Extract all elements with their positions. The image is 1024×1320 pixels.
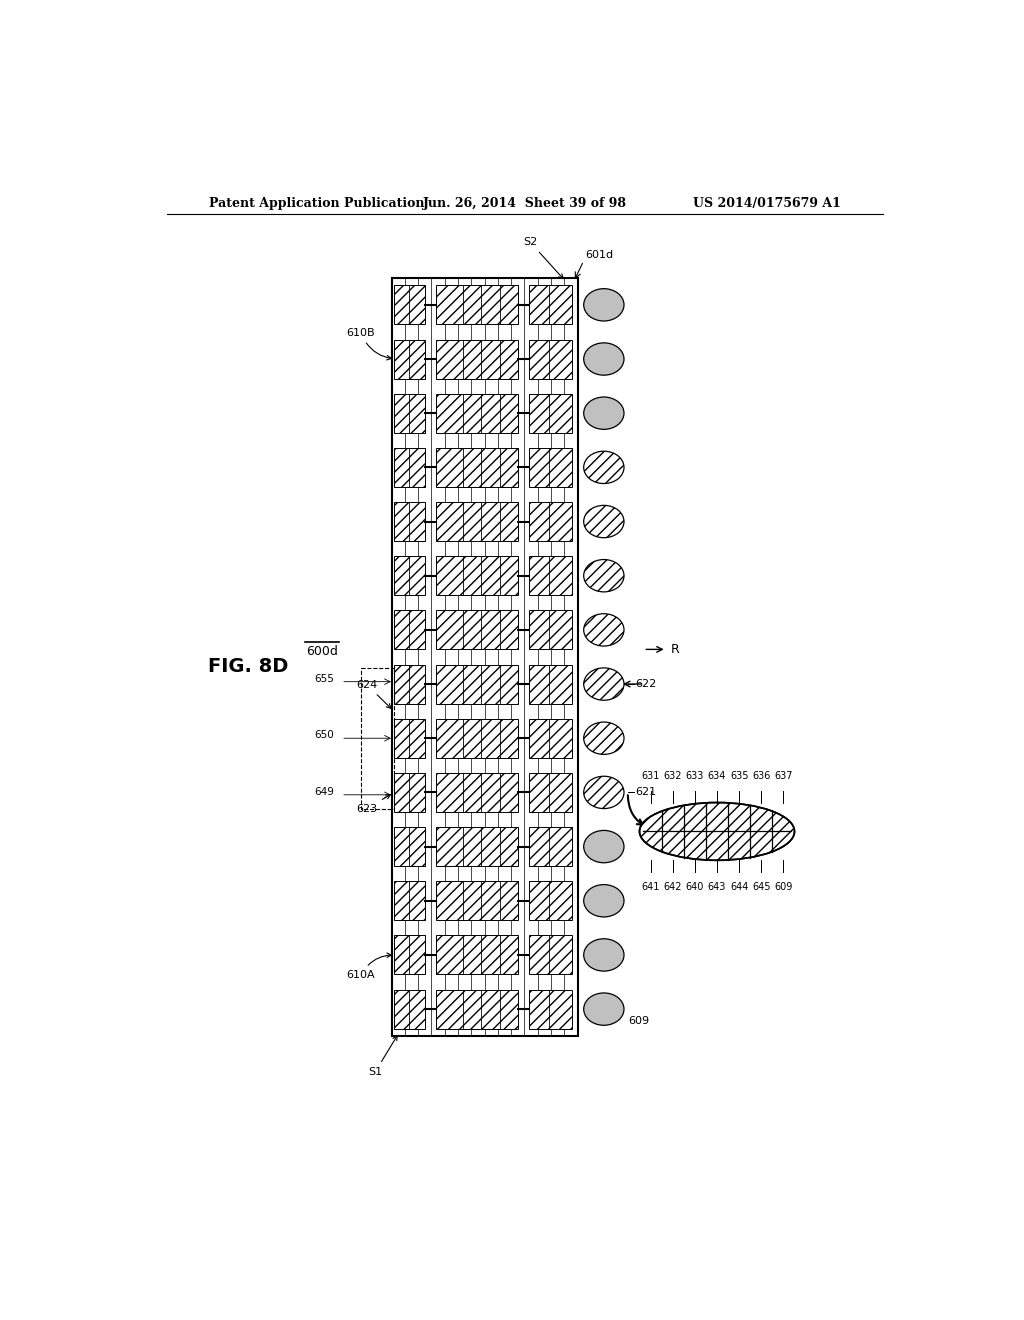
Bar: [436, 393, 518, 433]
Bar: [529, 556, 572, 595]
Text: 609: 609: [628, 1015, 649, 1026]
Bar: [360, 668, 394, 809]
Ellipse shape: [584, 397, 624, 429]
Text: 649: 649: [314, 787, 334, 797]
Bar: [394, 718, 425, 758]
Text: 623: 623: [356, 795, 390, 813]
Bar: [436, 990, 518, 1028]
Bar: [394, 502, 425, 541]
Ellipse shape: [584, 722, 624, 755]
Ellipse shape: [584, 506, 624, 537]
Text: 643: 643: [708, 882, 726, 892]
Bar: [436, 718, 518, 758]
Text: 644: 644: [730, 882, 749, 892]
Text: 641: 641: [641, 882, 659, 892]
Bar: [529, 502, 572, 541]
Bar: [529, 339, 572, 379]
Ellipse shape: [584, 884, 624, 917]
Text: 632: 632: [664, 771, 682, 781]
Text: 600d: 600d: [306, 644, 338, 657]
Bar: [394, 774, 425, 812]
Text: 622: 622: [636, 678, 656, 689]
Bar: [529, 882, 572, 920]
Ellipse shape: [584, 776, 624, 809]
Bar: [529, 828, 572, 866]
Text: FIG. 8D: FIG. 8D: [208, 657, 289, 676]
Ellipse shape: [584, 939, 624, 972]
Bar: [394, 882, 425, 920]
Text: Patent Application Publication: Patent Application Publication: [209, 197, 425, 210]
Text: US 2014/0175679 A1: US 2014/0175679 A1: [693, 197, 841, 210]
Text: 633: 633: [686, 771, 705, 781]
Ellipse shape: [584, 993, 624, 1026]
Bar: [529, 936, 572, 974]
Ellipse shape: [584, 451, 624, 483]
Ellipse shape: [584, 560, 624, 591]
Text: 640: 640: [686, 882, 705, 892]
Text: 645: 645: [752, 882, 770, 892]
Bar: [394, 556, 425, 595]
Ellipse shape: [640, 803, 795, 861]
Bar: [436, 936, 518, 974]
Bar: [394, 936, 425, 974]
Text: 655: 655: [314, 673, 334, 684]
Bar: [529, 664, 572, 704]
Bar: [394, 285, 425, 325]
Bar: [436, 502, 518, 541]
Ellipse shape: [584, 668, 624, 700]
Text: S1: S1: [369, 1036, 397, 1077]
Text: 621: 621: [636, 788, 656, 797]
Bar: [391, 277, 578, 1036]
Text: 624: 624: [356, 680, 391, 709]
Bar: [436, 447, 518, 487]
Text: R: R: [671, 643, 679, 656]
Text: 609: 609: [774, 882, 793, 892]
Ellipse shape: [584, 614, 624, 645]
Ellipse shape: [584, 289, 624, 321]
Text: 642: 642: [664, 882, 682, 892]
Bar: [529, 610, 572, 649]
Text: Jun. 26, 2014  Sheet 39 of 98: Jun. 26, 2014 Sheet 39 of 98: [423, 197, 627, 210]
Bar: [394, 447, 425, 487]
Text: 650: 650: [314, 730, 334, 741]
Ellipse shape: [584, 830, 624, 863]
Bar: [529, 447, 572, 487]
Text: 637: 637: [774, 771, 793, 781]
Bar: [394, 664, 425, 704]
Text: 634: 634: [708, 771, 726, 781]
Bar: [436, 774, 518, 812]
Bar: [529, 774, 572, 812]
Bar: [529, 393, 572, 433]
Bar: [394, 828, 425, 866]
Bar: [436, 828, 518, 866]
Text: 631: 631: [641, 771, 659, 781]
Bar: [394, 393, 425, 433]
Bar: [436, 664, 518, 704]
Bar: [436, 339, 518, 379]
Bar: [394, 990, 425, 1028]
Text: 610A: 610A: [346, 953, 391, 979]
Bar: [529, 285, 572, 325]
Bar: [529, 990, 572, 1028]
Bar: [436, 882, 518, 920]
Bar: [436, 556, 518, 595]
Text: L: L: [609, 677, 616, 690]
Ellipse shape: [584, 343, 624, 375]
Bar: [529, 718, 572, 758]
Bar: [394, 339, 425, 379]
Text: 601d: 601d: [586, 249, 613, 260]
Bar: [394, 610, 425, 649]
Bar: [436, 285, 518, 325]
Bar: [436, 610, 518, 649]
Text: 610B: 610B: [346, 327, 391, 360]
Text: 636: 636: [752, 771, 770, 781]
Text: 635: 635: [730, 771, 749, 781]
Text: S2: S2: [523, 238, 563, 279]
